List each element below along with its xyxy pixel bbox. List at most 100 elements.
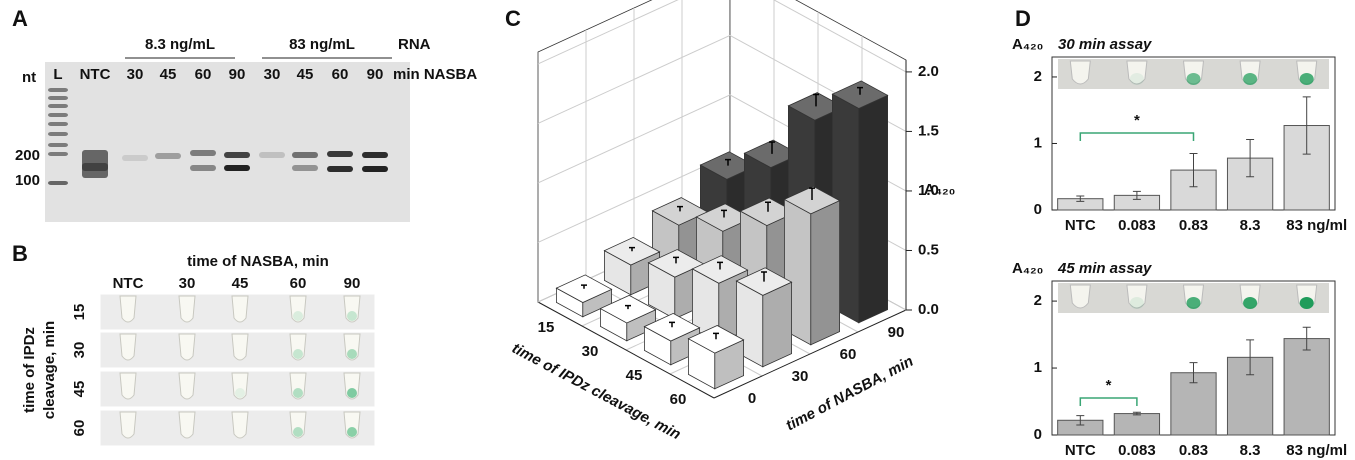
error-bar bbox=[725, 158, 731, 166]
nt-label: nt bbox=[22, 69, 36, 86]
lane-label: 60 bbox=[195, 66, 212, 83]
tube bbox=[178, 295, 196, 323]
y-tick-label: 1.5 bbox=[918, 122, 939, 139]
row-label: 30 bbox=[71, 342, 88, 359]
gel-band bbox=[190, 165, 216, 171]
panel-label: D bbox=[1015, 6, 1031, 31]
tube bbox=[119, 295, 137, 323]
lane-label: L bbox=[53, 66, 62, 83]
axis-line bbox=[713, 309, 907, 399]
y-tick-label: 2.0 bbox=[918, 63, 939, 80]
x-tick-label: 83 ng/ml bbox=[1286, 442, 1347, 459]
panel-label: C bbox=[505, 6, 521, 31]
bar-side bbox=[810, 200, 840, 346]
y-axis-label: A₄₂₀ bbox=[924, 181, 955, 198]
x-tick-label: 0.083 bbox=[1118, 442, 1156, 459]
gel-band bbox=[48, 113, 68, 117]
error-bar bbox=[761, 271, 767, 282]
error-bar bbox=[677, 205, 683, 212]
error-bar bbox=[1246, 339, 1255, 376]
bar bbox=[1226, 157, 1274, 211]
tube-solution bbox=[235, 349, 245, 359]
significance-bracket bbox=[1079, 132, 1195, 141]
significance-bracket bbox=[1079, 397, 1138, 406]
gel-band bbox=[155, 153, 181, 159]
lane-label: 90 bbox=[367, 66, 384, 83]
gel-band bbox=[48, 132, 68, 136]
tube-solution bbox=[182, 388, 192, 398]
error-bar bbox=[713, 332, 719, 340]
gel-band bbox=[48, 122, 68, 126]
x-tick-label: 30 bbox=[582, 343, 599, 360]
x-tick-label: 0.83 bbox=[1179, 442, 1208, 459]
tube-solution bbox=[123, 349, 133, 359]
lane-unit: min NASBA bbox=[393, 66, 477, 83]
tube-solution bbox=[347, 388, 357, 398]
gel-band bbox=[48, 152, 68, 156]
row-title: time of IPDz bbox=[21, 327, 38, 413]
error-bar bbox=[581, 284, 587, 289]
tube-solution bbox=[293, 349, 303, 359]
bar bbox=[831, 80, 889, 324]
y-tick-label: 2 bbox=[1034, 68, 1042, 85]
lane-label: 60 bbox=[332, 66, 349, 83]
tube bbox=[343, 333, 361, 361]
gel-band bbox=[327, 166, 353, 172]
error-bar bbox=[629, 246, 635, 252]
y-tick-label: 0.0 bbox=[918, 301, 939, 318]
tube bbox=[119, 372, 137, 400]
bar-side bbox=[858, 94, 888, 324]
tube-solution bbox=[1243, 297, 1258, 309]
column-label: 90 bbox=[344, 275, 361, 292]
lane-label: 45 bbox=[297, 66, 314, 83]
tube-solution bbox=[347, 349, 357, 359]
tube bbox=[1069, 284, 1091, 309]
tube-solution bbox=[235, 427, 245, 437]
column-label: 30 bbox=[179, 275, 196, 292]
x-tick-label: 8.3 bbox=[1240, 217, 1261, 234]
error-bar bbox=[1189, 362, 1198, 384]
z-tick-label: 60 bbox=[840, 346, 857, 363]
panel-label: A bbox=[12, 6, 28, 31]
gel-band bbox=[48, 96, 68, 100]
row-label: 15 bbox=[71, 304, 88, 321]
gel-band bbox=[82, 150, 108, 178]
gel-band bbox=[362, 152, 388, 158]
y-axis-label: A₄₂₀ bbox=[1012, 260, 1043, 277]
tube-solution bbox=[182, 311, 192, 321]
bar bbox=[1283, 338, 1330, 436]
tube bbox=[178, 333, 196, 361]
gel-band bbox=[48, 143, 68, 147]
tube-solution bbox=[123, 311, 133, 321]
tube-solution bbox=[293, 427, 303, 437]
grid-line bbox=[537, 0, 907, 73]
bar-side bbox=[762, 281, 792, 368]
tube-solution bbox=[1186, 297, 1201, 309]
tube bbox=[343, 295, 361, 323]
tube bbox=[1126, 60, 1148, 85]
tube-solution bbox=[235, 388, 245, 398]
bar bbox=[1113, 413, 1161, 436]
gel-band bbox=[224, 165, 250, 171]
gel bbox=[45, 62, 410, 222]
tube-solution bbox=[293, 388, 303, 398]
gel-band bbox=[122, 155, 148, 161]
axis-line bbox=[537, 301, 715, 399]
tube bbox=[178, 372, 196, 400]
error-bar bbox=[1302, 96, 1311, 155]
error-bar bbox=[1302, 326, 1311, 351]
tube-solution bbox=[347, 311, 357, 321]
marker-label: 100 bbox=[15, 172, 40, 189]
lane-label: 30 bbox=[127, 66, 144, 83]
column-label: 45 bbox=[232, 275, 249, 292]
column-label: 60 bbox=[290, 275, 307, 292]
bar-top bbox=[599, 294, 657, 324]
gel-band bbox=[48, 88, 68, 92]
z-tick-label: 0 bbox=[748, 390, 756, 407]
tube bbox=[178, 411, 196, 439]
panel-label: B bbox=[12, 241, 28, 266]
tube-solution bbox=[1073, 297, 1087, 309]
z-axis-label: time of NASBA, min bbox=[783, 353, 916, 435]
